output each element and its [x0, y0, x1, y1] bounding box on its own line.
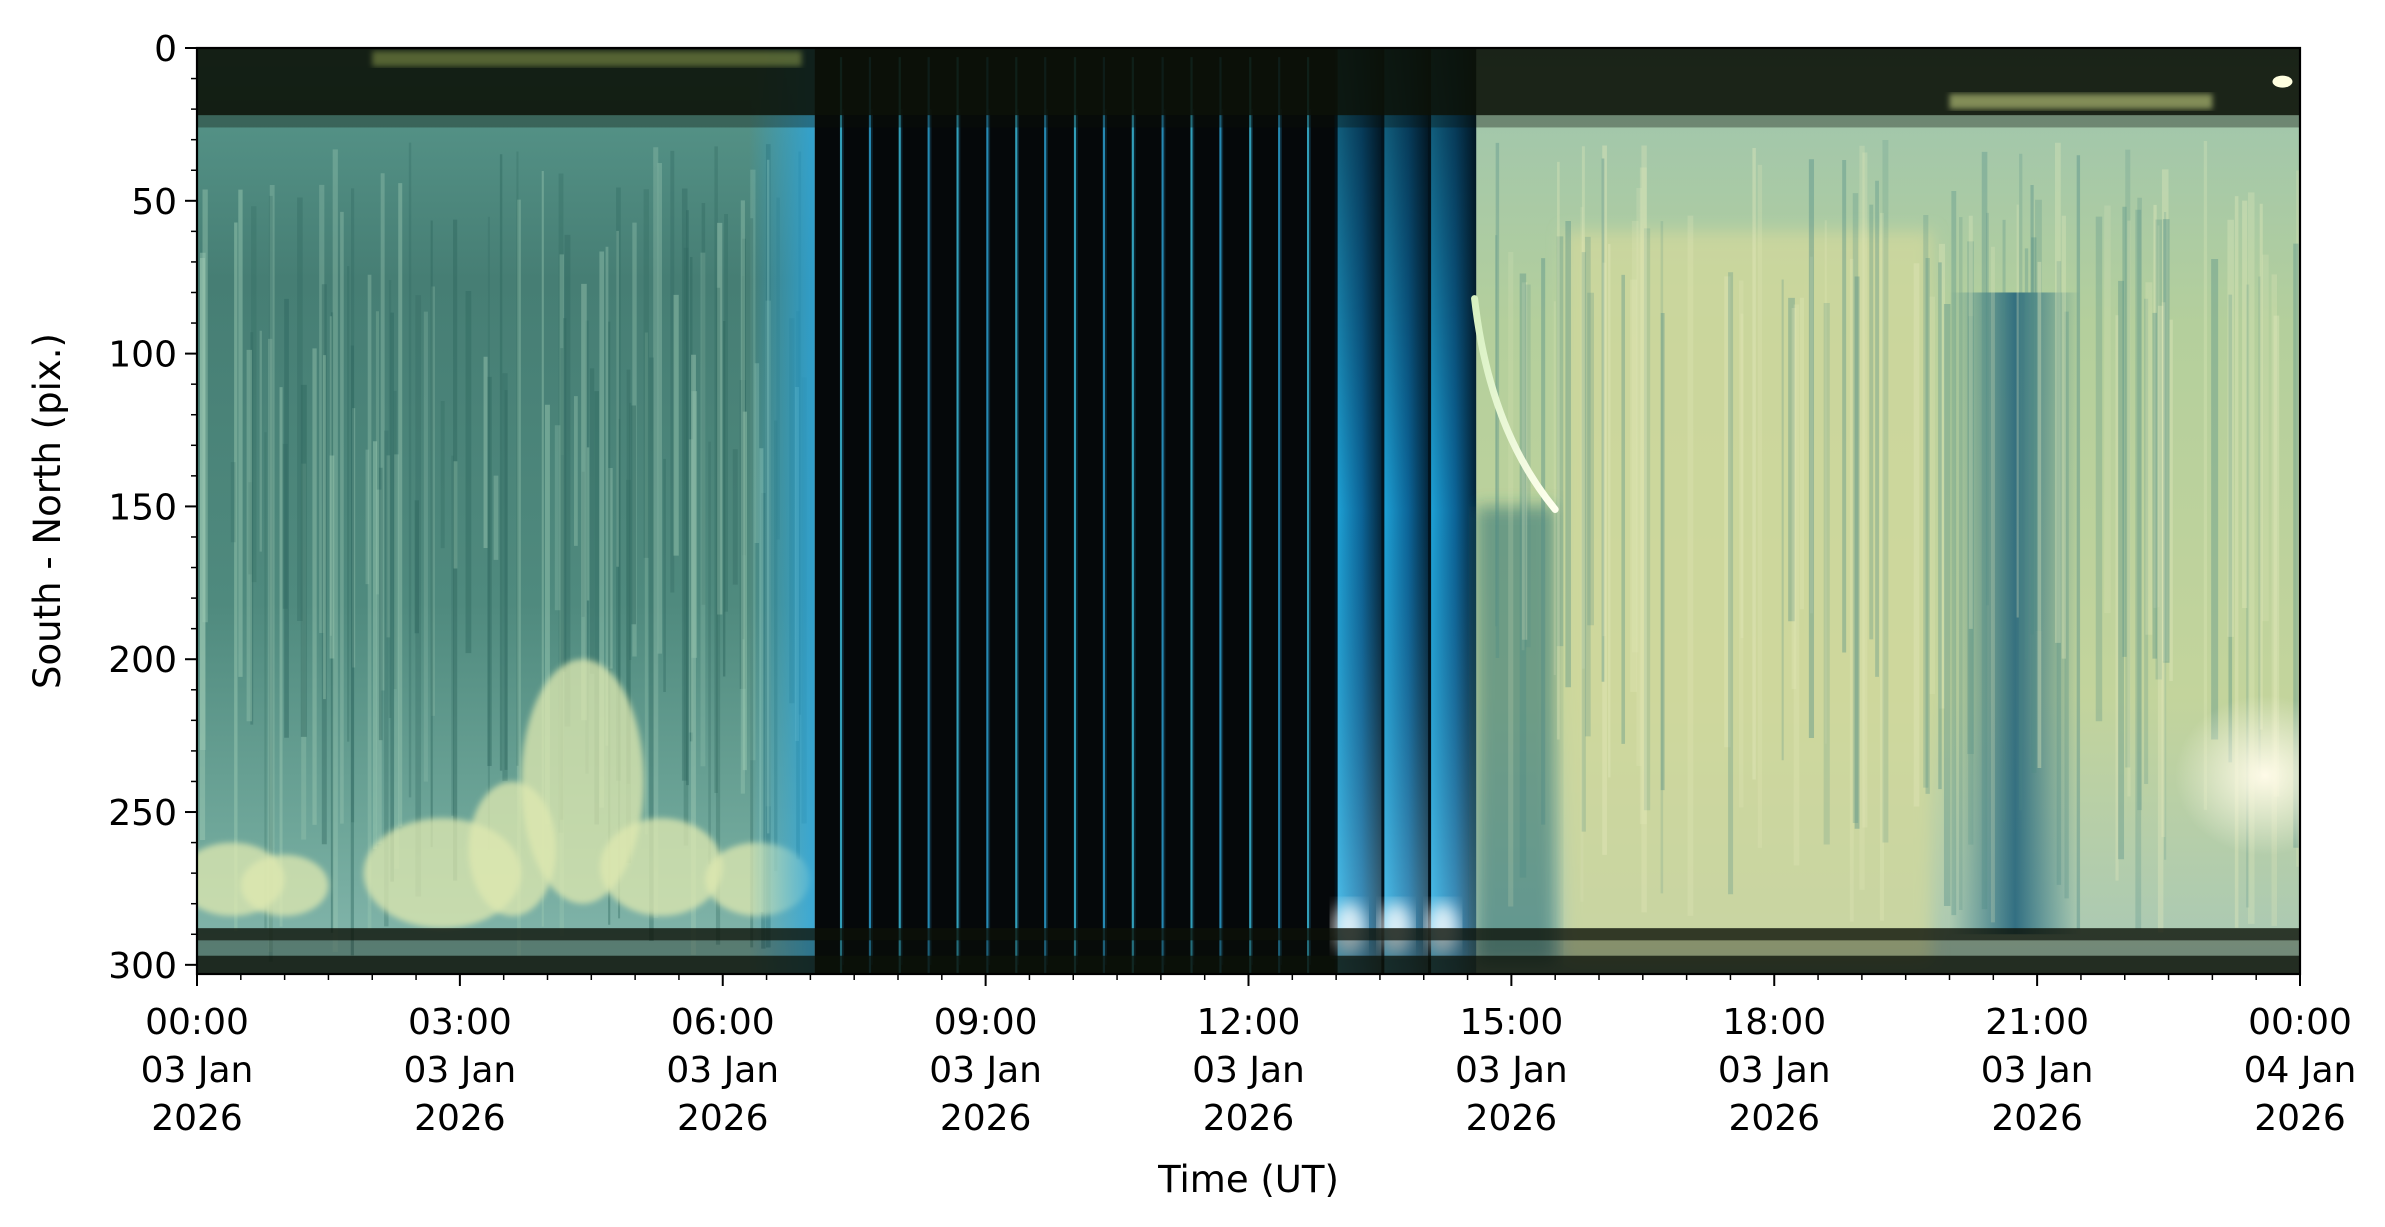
aurora-dark-corner: [1476, 506, 1556, 965]
x-tick-label: 09:00 03 Jan 2026: [929, 1002, 1042, 1139]
aurora-dark-lane: [1949, 292, 2081, 935]
x-tick-label-line: 2026: [940, 1098, 1032, 1139]
x-tick-label: 00:00 04 Jan 2026: [2244, 1002, 2357, 1139]
aurora-patch: [240, 854, 329, 916]
bright-arc: [1471, 295, 1559, 513]
x-tick-label: 00:00 03 Jan 2026: [141, 1002, 254, 1139]
x-tick-label-line: 2026: [1991, 1098, 2083, 1139]
x-tick-label-line: 03 Jan: [1192, 1050, 1305, 1091]
y-tick-label: 200: [108, 640, 177, 681]
y-tick-label: 250: [108, 793, 177, 834]
x-tick-label-line: 03 Jan: [1718, 1050, 1831, 1091]
twilight-shade: [1336, 48, 1383, 974]
x-tick-label-line: 09:00: [934, 1002, 1038, 1043]
top-glint: [372, 51, 802, 67]
x-tick-label-line: 15:00: [1460, 1002, 1564, 1043]
x-tick-label-line: 03:00: [408, 1002, 512, 1043]
y-tick-label: 150: [108, 487, 177, 528]
twilight-shade: [1429, 48, 1477, 974]
x-tick-label-line: 03 Jan: [141, 1050, 254, 1091]
x-tick-label-line: 2026: [414, 1098, 506, 1139]
x-tick-label-line: 06:00: [671, 1002, 775, 1043]
x-tick-label-line: 03 Jan: [404, 1050, 517, 1091]
x-tick-label: 03:00 03 Jan 2026: [404, 1002, 517, 1139]
segment-aurora-night-2: [1471, 48, 2300, 974]
segment-twilight: [1332, 48, 1477, 974]
y-tick-label: 50: [131, 182, 177, 223]
keogram-image: [197, 48, 2300, 974]
x-tick-label-line: 03 Jan: [666, 1050, 779, 1091]
x-tick-label-line: 04 Jan: [2244, 1050, 2357, 1091]
x-tick-label: 15:00 03 Jan 2026: [1455, 1002, 1568, 1139]
x-tick-label-line: 2026: [2254, 1098, 2346, 1139]
aurora-patch: [600, 818, 723, 916]
x-tick-label: 06:00 03 Jan 2026: [666, 1002, 779, 1139]
aurora-glow: [2174, 695, 2300, 856]
y-axis-title: South - North (pix.): [26, 333, 69, 689]
blue-edge: [749, 48, 815, 974]
frame-band: [197, 955, 2300, 974]
segment-aurora-night-1: [197, 48, 815, 974]
x-tick-label-line: 21:00: [1985, 1002, 2089, 1043]
x-axis-title: Time (UT): [1157, 1158, 1339, 1201]
frame-band: [197, 940, 2300, 956]
y-tick-label: 0: [154, 29, 177, 70]
segment-daylight-gap: [814, 48, 1337, 974]
frame-bands: [197, 48, 2300, 974]
x-tick-label-line: 12:00: [1197, 1002, 1301, 1043]
x-tick-label: 18:00 03 Jan 2026: [1718, 1002, 1831, 1139]
x-tick-label-line: 2026: [677, 1098, 769, 1139]
twilight-shade: [1382, 48, 1430, 974]
top-glint-dot: [2272, 75, 2293, 88]
x-tick-label: 21:00 03 Jan 2026: [1981, 1002, 2094, 1139]
x-tick-label-line: 00:00: [2248, 1002, 2352, 1043]
x-tick-label-line: 2026: [1728, 1098, 1820, 1139]
y-tick-label: 300: [108, 946, 177, 987]
x-tick-label-line: 2026: [1466, 1098, 1558, 1139]
top-glint: [1949, 93, 2213, 110]
frame-band: [197, 115, 2300, 128]
x-tick-label-line: 03 Jan: [1981, 1050, 2094, 1091]
aurora-main-band: [1563, 231, 1932, 965]
x-tick-label-line: 2026: [1203, 1098, 1295, 1139]
x-tick-label-line: 18:00: [1722, 1002, 1826, 1043]
x-tick-label-line: 03 Jan: [929, 1050, 1042, 1091]
x-tick-label-line: 03 Jan: [1455, 1050, 1568, 1091]
x-tick-label: 12:00 03 Jan 2026: [1192, 1002, 1305, 1139]
x-tick-label-line: 00:00: [145, 1002, 249, 1043]
y-tick-label: 100: [108, 335, 177, 376]
x-tick-label-line: 2026: [151, 1098, 243, 1139]
frame-band: [197, 928, 2300, 941]
